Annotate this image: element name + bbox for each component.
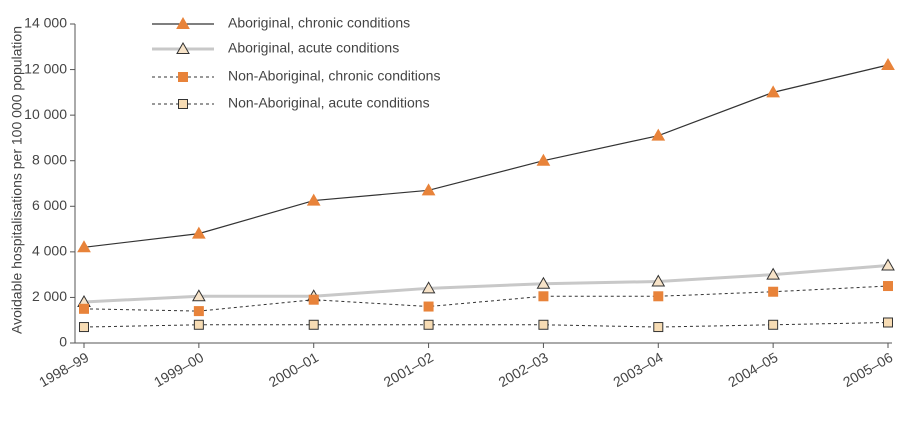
y-tick-label: 10 000	[24, 106, 67, 122]
marker	[423, 301, 434, 312]
marker	[193, 306, 204, 317]
marker	[306, 193, 321, 206]
marker	[538, 291, 549, 302]
series-line	[83, 264, 889, 304]
y-tick-label: 0	[59, 334, 67, 350]
marker	[79, 322, 89, 333]
legend-marker	[178, 72, 188, 82]
marker	[766, 267, 781, 280]
marker	[768, 286, 779, 297]
marker	[651, 128, 666, 141]
marker	[653, 291, 664, 302]
marker	[421, 281, 436, 294]
x-tick-label: 1998–99	[36, 349, 91, 390]
marker	[423, 319, 434, 330]
marker	[308, 294, 319, 305]
marker	[538, 319, 549, 330]
marker	[536, 276, 551, 289]
y-tick-label: 2 000	[32, 288, 67, 304]
legend-label: Non-Aboriginal, chronic conditions	[228, 68, 440, 84]
y-tick-label: 4 000	[32, 243, 67, 259]
x-tick-label: 2005–06	[840, 349, 895, 390]
marker	[191, 226, 206, 239]
legend-marker	[178, 99, 188, 109]
marker	[653, 322, 664, 333]
x-tick-label: 2002–03	[496, 349, 551, 390]
x-tick-label: 2004–05	[725, 349, 780, 390]
marker	[536, 153, 551, 166]
marker	[191, 289, 206, 302]
marker	[881, 58, 895, 71]
marker	[651, 274, 666, 287]
marker	[766, 85, 781, 98]
legend-label: Aboriginal, acute conditions	[228, 40, 399, 56]
series-line	[83, 285, 889, 312]
y-tick-label: 12 000	[24, 60, 67, 76]
series-line	[83, 321, 889, 328]
legend-marker	[176, 16, 190, 29]
marker	[883, 317, 893, 328]
marker	[881, 258, 895, 271]
marker	[79, 303, 89, 314]
legend-marker	[176, 41, 190, 54]
y-axis-label: Avoidable hospitalisations per 100 000 p…	[9, 26, 25, 334]
x-tick-label: 2000–01	[266, 349, 321, 390]
marker	[193, 319, 204, 330]
legend-label: Aboriginal, chronic conditions	[228, 15, 410, 31]
marker	[421, 183, 436, 196]
marker	[77, 240, 91, 253]
marker	[883, 281, 893, 292]
x-tick-label: 1999–00	[151, 349, 206, 390]
x-tick-label: 2003–04	[610, 349, 665, 390]
marker	[768, 319, 779, 330]
x-tick-label: 2001–02	[381, 349, 436, 390]
marker	[308, 319, 319, 330]
legend-label: Non-Aboriginal, acute conditions	[228, 95, 430, 111]
series-line	[83, 64, 889, 248]
y-tick-label: 14 000	[24, 15, 67, 31]
y-tick-label: 8 000	[32, 151, 67, 167]
y-tick-label: 6 000	[32, 197, 67, 213]
